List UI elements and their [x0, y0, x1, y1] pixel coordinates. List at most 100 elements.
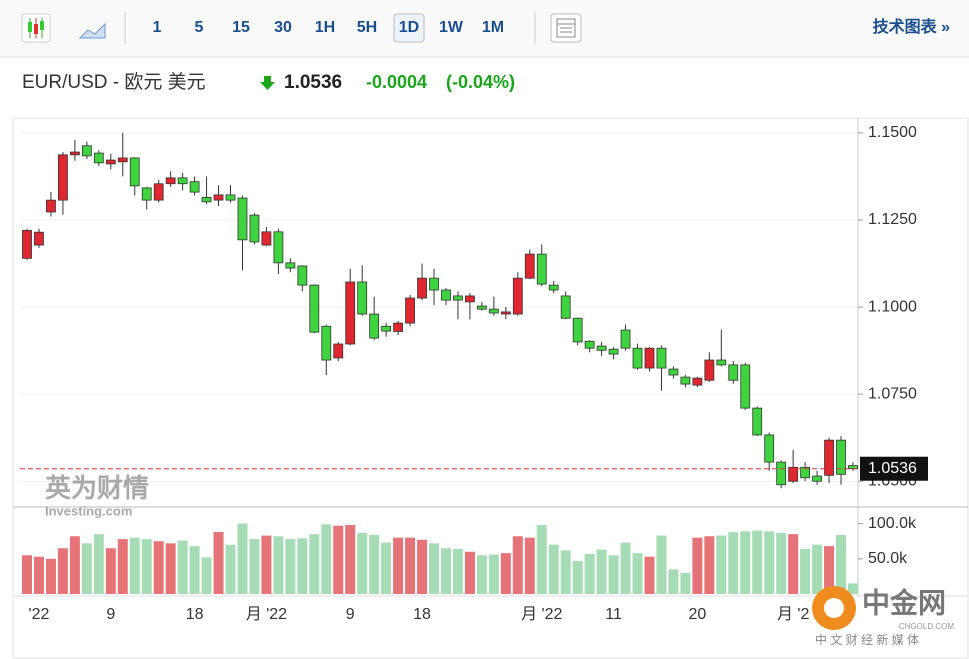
y-tick-label: 1.1000: [868, 298, 917, 315]
candle-body: [345, 281, 356, 345]
candle-icon[interactable]: [21, 13, 51, 43]
tech-chart-link[interactable]: 技术图表 »: [873, 17, 950, 36]
active-interval: [393, 13, 425, 43]
volume-bar: [381, 542, 392, 594]
candle-body: [309, 284, 320, 333]
change-pct: (-0.04%): [446, 72, 515, 92]
candle-body: [776, 461, 787, 486]
y-tick-label: 1.1500: [868, 124, 917, 141]
candle-body: [488, 308, 499, 314]
x-tick-label: 18: [413, 606, 431, 623]
volume-bar: [764, 531, 775, 594]
volume-bar: [536, 525, 547, 594]
volume-bar: [321, 524, 332, 594]
candle-body: [369, 313, 380, 339]
candle-body: [213, 194, 224, 201]
candle-body: [381, 325, 392, 332]
x-tick-label: 20: [688, 606, 706, 623]
volume-bar: [704, 536, 715, 594]
toolbar: [0, 0, 969, 57]
volume-bar: [560, 550, 571, 594]
volume-bar: [117, 539, 128, 594]
candle-body: [34, 231, 44, 246]
volume-bar: [189, 546, 200, 594]
volume-bar: [500, 553, 511, 594]
x-tick-label: 月 '22: [521, 606, 562, 623]
x-tick-label: 9: [106, 606, 115, 623]
volume-bar: [213, 532, 224, 594]
candle-body: [620, 329, 631, 349]
volume-bar: [524, 537, 535, 594]
candle-body: [117, 157, 128, 163]
interval-button[interactable]: 5: [195, 19, 204, 36]
volume-bar: [249, 539, 260, 594]
candle-body: [105, 159, 116, 165]
candle-body: [560, 295, 571, 319]
down-arrow: [260, 76, 275, 90]
volume-tick-label: 100.0k: [868, 515, 917, 532]
volume-bar: [752, 530, 763, 594]
volume-tick-label: 50.0k: [868, 550, 908, 567]
candle-body: [692, 377, 703, 386]
candle-body: [704, 359, 715, 381]
candle-body: [752, 407, 763, 436]
candle-body: [321, 325, 332, 361]
interval-button[interactable]: 1: [153, 19, 162, 36]
interval-button[interactable]: 15: [232, 19, 250, 36]
volume-bar: [177, 540, 188, 594]
interval-button[interactable]: 1H: [315, 19, 335, 36]
volume-bar: [201, 557, 212, 594]
candle-body: [596, 345, 607, 351]
candle-body: [453, 295, 463, 301]
candle-body: [465, 295, 475, 303]
candle-body: [572, 317, 583, 343]
volume-bar: [345, 525, 356, 594]
interval-button[interactable]: 1D: [399, 19, 419, 36]
volume-bar: [429, 543, 440, 594]
volume-bar: [728, 532, 739, 594]
candle-body: [189, 181, 200, 193]
candle-body: [165, 177, 176, 185]
candle-body: [333, 343, 344, 359]
candle-body: [237, 197, 248, 241]
last-price-tag: [860, 456, 928, 481]
candle-body: [728, 364, 739, 381]
volume-bar: [452, 548, 463, 594]
area-icon[interactable]: [78, 22, 106, 39]
volume-bar: [584, 553, 595, 594]
volume-bar: [608, 555, 619, 594]
x-tick-label: 月 '22: [246, 606, 287, 623]
candle-body: [153, 183, 164, 201]
volume-bar: [417, 539, 428, 594]
candle-body: [644, 347, 655, 369]
volume-bar: [297, 538, 308, 594]
interval-button[interactable]: 30: [274, 19, 292, 36]
settings-icon[interactable]: [550, 13, 582, 43]
volume-bar: [788, 534, 799, 594]
volume-bar: [572, 560, 583, 594]
volume-bar: [620, 542, 631, 594]
interval-button[interactable]: 1W: [439, 19, 464, 36]
volume-bar: [740, 531, 751, 594]
candle-body: [476, 305, 487, 310]
interval-button[interactable]: 5H: [357, 19, 377, 36]
volume-bar: [165, 543, 176, 594]
x-tick-label: 月 '2: [777, 606, 810, 623]
volume-bar: [57, 548, 68, 594]
candle-body: [536, 253, 547, 285]
y-tick-label: 1.0750: [868, 385, 917, 402]
candle-body: [225, 194, 236, 201]
candle-body: [656, 347, 667, 369]
volume-bar: [812, 544, 823, 594]
interval-button[interactable]: 1M: [482, 19, 504, 36]
candle-body: [788, 466, 799, 482]
volume-bar: [596, 549, 607, 594]
volume-bar: [261, 535, 272, 594]
volume-bar: [369, 534, 380, 594]
candle-body: [405, 297, 415, 324]
candle-body: [393, 322, 404, 332]
x-tick-label: 11: [605, 606, 622, 623]
candle-body: [129, 157, 140, 187]
candle-body: [285, 262, 296, 269]
